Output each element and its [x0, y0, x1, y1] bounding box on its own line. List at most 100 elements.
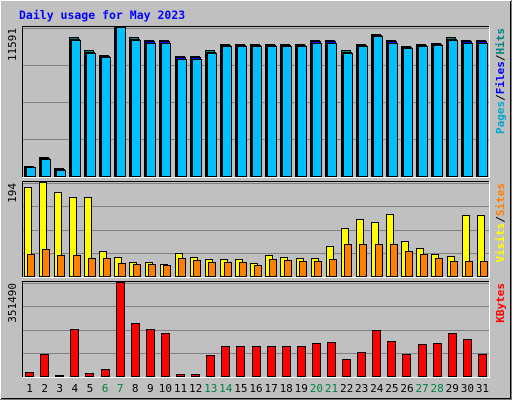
bar-pages-day-1 — [26, 167, 36, 177]
bar-sites-day-13 — [208, 262, 216, 277]
x-tick-label-20: 20 — [310, 382, 323, 395]
bar-kbytes-day-1 — [25, 372, 34, 377]
x-tick-label-30: 30 — [461, 382, 474, 395]
bar-kbytes-day-28 — [433, 343, 442, 377]
bar-kbytes-day-15 — [236, 346, 245, 377]
bar-kbytes-day-23 — [357, 352, 366, 377]
bar-pages-day-7 — [116, 27, 126, 177]
bar-kbytes-day-19 — [297, 346, 306, 377]
bar-kbytes-day-13 — [206, 355, 215, 377]
bar-kbytes-day-4 — [70, 329, 79, 377]
x-tick-label-25: 25 — [385, 382, 398, 395]
bar-pages-day-27 — [418, 46, 428, 177]
bar-sites-day-20 — [314, 261, 322, 277]
x-tick-label-31: 31 — [476, 382, 489, 395]
bar-sites-day-25 — [390, 244, 398, 277]
bar-sites-day-27 — [420, 254, 428, 277]
bar-kbytes-day-7 — [116, 282, 125, 377]
bar-pages-day-10 — [161, 43, 171, 177]
x-tick-label-4: 4 — [72, 382, 79, 395]
bar-kbytes-day-12 — [191, 374, 200, 377]
bar-pages-day-6 — [101, 57, 111, 177]
bar-pages-day-26 — [403, 48, 413, 177]
x-tick-label-26: 26 — [400, 382, 413, 395]
bar-sites-day-26 — [405, 251, 413, 277]
legend-entry: / — [494, 216, 507, 223]
bar-sites-day-14 — [224, 262, 232, 277]
legend-entry: KBytes — [494, 283, 507, 323]
y-tick-label: 351490 — [6, 283, 19, 323]
y-tick-label: 194 — [6, 183, 19, 203]
chart-panels: 11591Pages/Files/Hits194Visits/Sites3514… — [6, 26, 507, 378]
legend-entry: Visits — [494, 223, 507, 263]
bar-sites-day-12 — [193, 260, 201, 277]
bar-pages-day-5 — [86, 53, 96, 177]
x-tick-label-22: 22 — [340, 382, 353, 395]
bar-sites-day-7 — [118, 263, 126, 277]
bar-kbytes-day-18 — [282, 346, 291, 377]
bar-sites-day-28 — [435, 258, 443, 277]
bar-sites-day-8 — [133, 264, 141, 277]
x-tick-label-13: 13 — [204, 382, 217, 395]
bar-sites-day-4 — [73, 255, 81, 277]
bar-sites-day-24 — [375, 244, 383, 277]
bar-kbytes-day-30 — [463, 339, 472, 377]
panel-kbytes: 351490 KBytes — [6, 281, 507, 378]
bar-pages-day-13 — [207, 53, 217, 177]
panel-visits-sites: 194 Visits/Sites — [6, 181, 507, 278]
bar-pages-day-17 — [267, 46, 277, 177]
bar-kbytes-day-29 — [448, 333, 457, 377]
x-tick-label-3: 3 — [56, 382, 63, 395]
bar-pages-day-15 — [237, 46, 247, 177]
bar-pages-day-9 — [146, 43, 156, 177]
legend-entry: / — [494, 94, 507, 101]
x-tick-label-12: 12 — [189, 382, 202, 395]
bar-pages-day-31 — [478, 43, 488, 177]
bar-sites-day-31 — [480, 261, 488, 277]
x-tick-label-5: 5 — [87, 382, 94, 395]
bar-kbytes-day-24 — [372, 330, 381, 377]
bar-pages-day-24 — [373, 36, 383, 177]
bar-kbytes-day-25 — [387, 341, 396, 377]
x-tick-label-29: 29 — [446, 382, 459, 395]
bar-pages-day-22 — [343, 53, 353, 177]
bar-sites-day-16 — [254, 265, 262, 277]
x-axis-labels: 1 2 3 4 5 6 7 8 9 10 11 12 13 14 15 16 17 18 19 20 21 22 23 24 2… — [26, 382, 489, 395]
legend-entry: Pages — [494, 101, 507, 134]
y-tick-label: 11591 — [6, 28, 19, 61]
bar-sites-day-9 — [148, 264, 156, 277]
x-tick-label-10: 10 — [159, 382, 172, 395]
bar-kbytes-day-31 — [478, 354, 487, 377]
bar-pages-day-4 — [71, 40, 81, 177]
legend-entry: Hits — [494, 28, 507, 55]
legend: Visits/Sites — [494, 183, 507, 263]
x-tick-label-6: 6 — [102, 382, 109, 395]
bar-kbytes-day-21 — [327, 342, 336, 377]
bar-sites-day-10 — [163, 265, 171, 277]
bar-sites-day-21 — [329, 259, 337, 277]
x-tick-label-24: 24 — [370, 382, 384, 395]
x-tick-label-23: 23 — [355, 382, 368, 395]
x-tick-label-8: 8 — [132, 382, 139, 395]
bar-kbytes-day-20 — [312, 343, 321, 377]
bar-pages-day-3 — [56, 170, 66, 177]
bar-kbytes-day-26 — [402, 354, 411, 377]
bar-sites-day-1 — [27, 254, 35, 277]
bar-sites-day-3 — [57, 255, 65, 277]
x-tick-label-7: 7 — [117, 382, 124, 395]
bar-kbytes-day-14 — [221, 346, 230, 377]
bar-pages-day-18 — [282, 46, 292, 177]
bar-pages-day-12 — [192, 59, 202, 177]
bar-sites-day-15 — [239, 262, 247, 277]
chart-title: Daily usage for May 2023 — [19, 8, 185, 22]
bar-pages-day-8 — [131, 40, 141, 177]
bar-sites-day-22 — [344, 244, 352, 277]
bar-pages-day-20 — [312, 43, 322, 177]
bar-kbytes-day-2 — [40, 354, 49, 377]
x-tick-label-1: 1 — [26, 382, 33, 395]
bar-pages-day-21 — [327, 43, 337, 177]
bar-pages-day-28 — [433, 45, 443, 177]
bar-sites-day-6 — [103, 258, 111, 277]
bar-kbytes-day-9 — [146, 329, 155, 377]
